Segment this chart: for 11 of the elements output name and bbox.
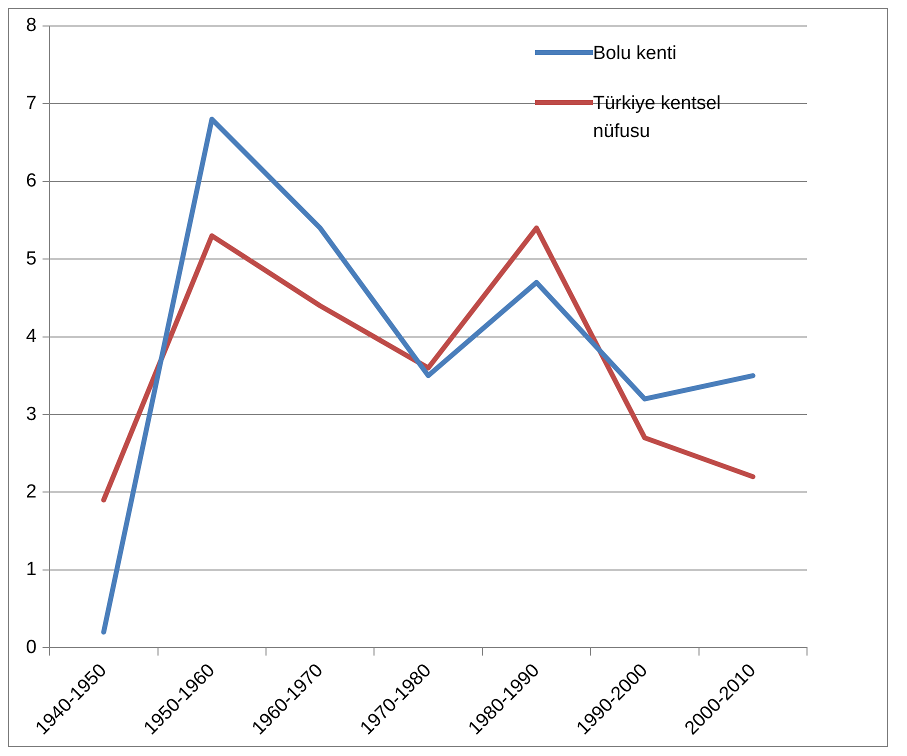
y-tick-label: 3 [26, 404, 37, 425]
y-tick-label: 5 [26, 248, 37, 270]
y-tick-label: 7 [26, 92, 37, 114]
legend-label: Bolu kenti [593, 42, 676, 66]
legend-label: Türkiye kentsel nüfusu [593, 92, 722, 144]
y-tick-label: 6 [26, 170, 37, 192]
y-tick-label: 0 [26, 636, 37, 658]
y-tick-label: 4 [26, 326, 37, 348]
y-tick-label: 8 [26, 15, 37, 36]
y-tick-label: 2 [26, 481, 37, 502]
y-tick-label: 1 [26, 559, 37, 580]
